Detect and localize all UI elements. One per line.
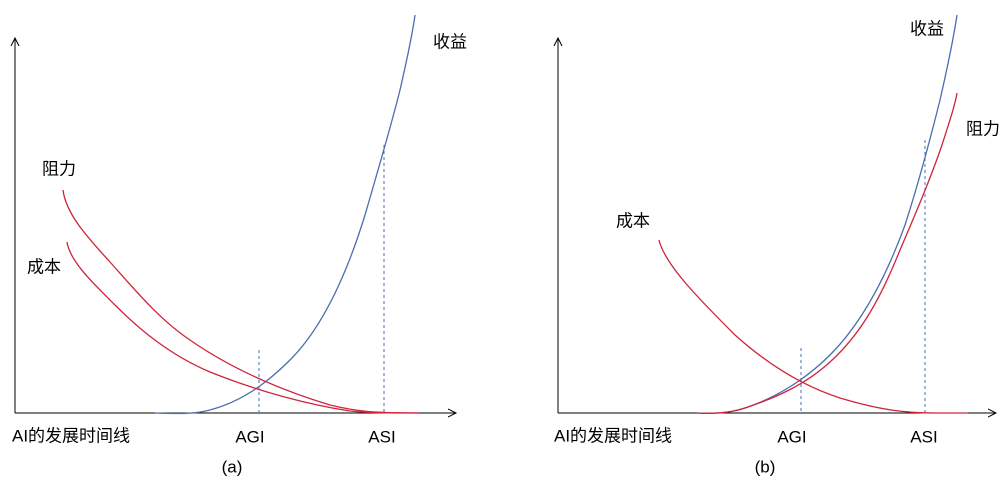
benefit-curve — [154, 14, 416, 415]
cost-label: 成本 — [27, 257, 61, 276]
panel-a: 收益 阻力 成本 AGI ASI AI的发展时间线 (a) — [12, 14, 467, 476]
caption: (a) — [222, 457, 243, 476]
resistance-curve — [696, 92, 958, 414]
cost-curve — [658, 239, 968, 414]
agi-label: AGI — [235, 427, 264, 446]
caption: (b) — [755, 457, 776, 476]
x-axis-label: AI的发展时间线 — [554, 426, 672, 445]
asi-label: ASI — [368, 427, 395, 446]
x-axis-label: AI的发展时间线 — [12, 426, 130, 445]
asi-label: ASI — [910, 427, 937, 446]
resistance-label: 阻力 — [966, 119, 1000, 138]
panel-b: 收益 阻力 成本 AGI ASI AI的发展时间线 (b) — [554, 14, 1000, 476]
cost-label: 成本 — [616, 211, 650, 230]
resistance-label: 阻力 — [42, 159, 76, 178]
benefit-curve — [696, 14, 958, 414]
benefit-label: 收益 — [910, 19, 944, 38]
resistance-curve — [62, 189, 421, 414]
benefit-label: 收益 — [433, 32, 467, 51]
agi-label: AGI — [777, 427, 806, 446]
cost-curve — [66, 241, 421, 414]
